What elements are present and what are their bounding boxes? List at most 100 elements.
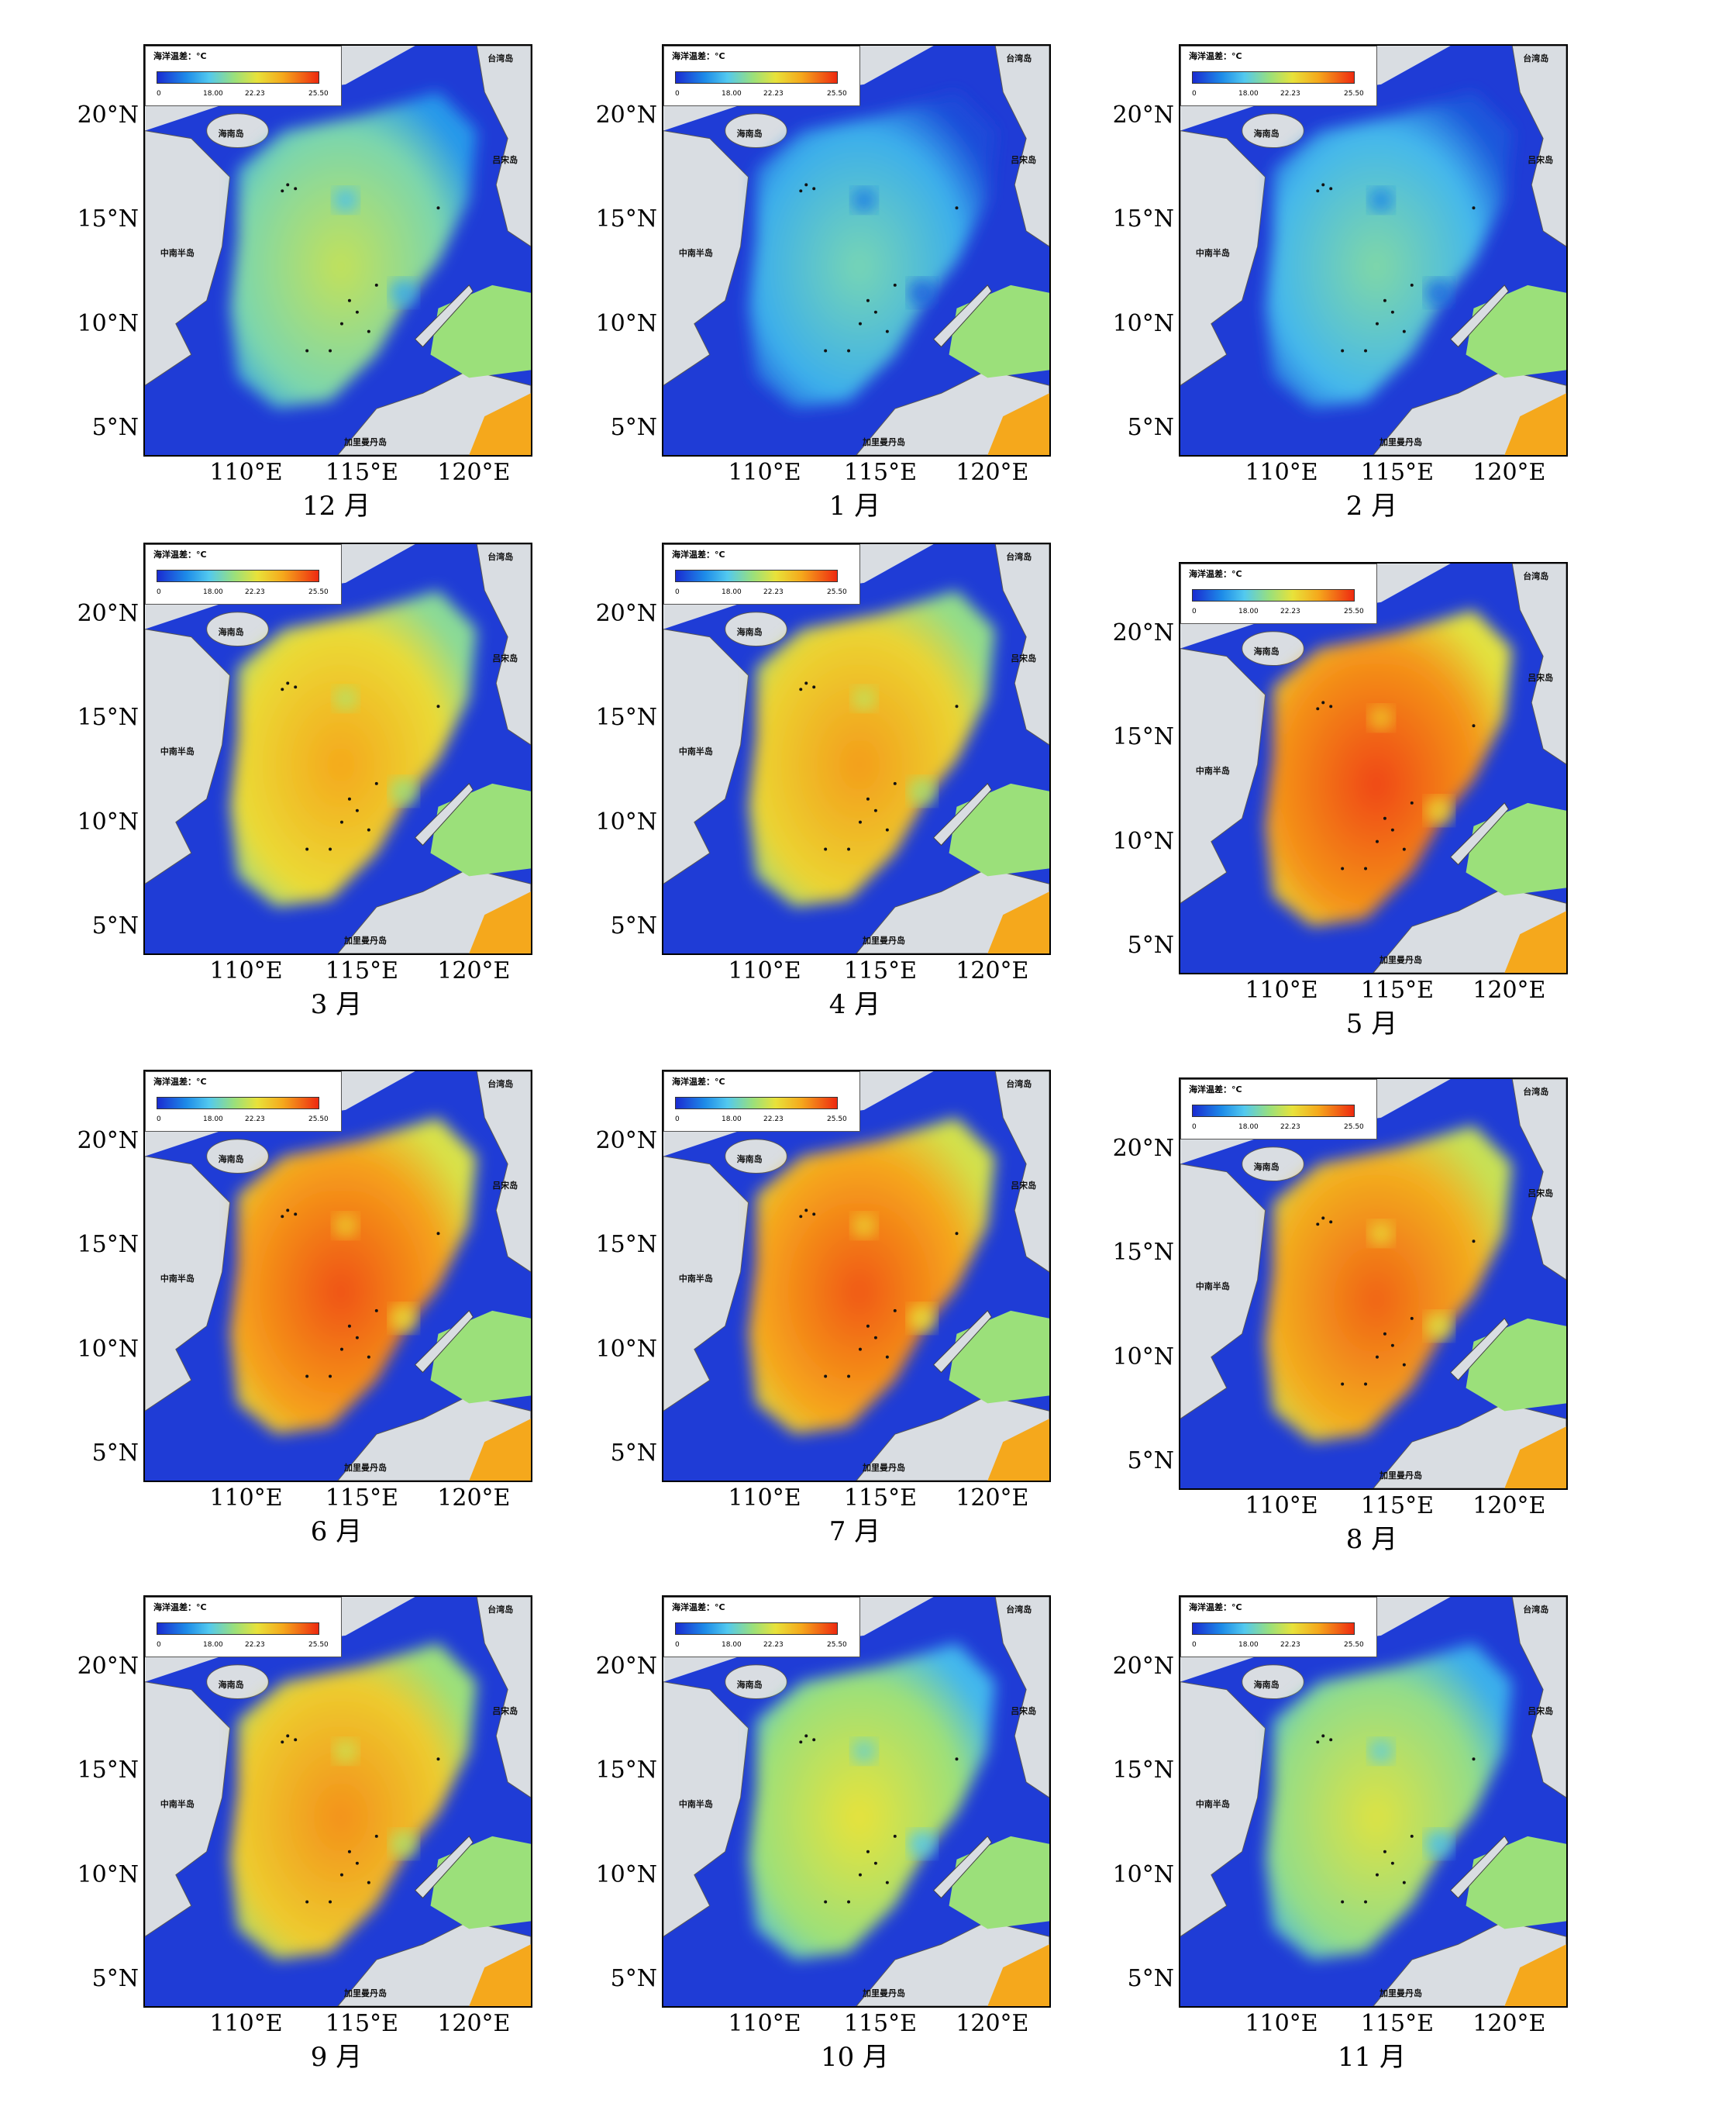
land-luzon [1511, 564, 1566, 765]
colorbar-tick-label: 22.23 [1280, 608, 1300, 615]
colorbar-tick-label: 25.50 [308, 1115, 329, 1123]
land-hainan [725, 1139, 787, 1174]
land-luzon [476, 1597, 531, 1798]
land-hainan [725, 113, 787, 149]
land-luzon [994, 544, 1049, 746]
colorbar [675, 570, 838, 582]
longitude-tick-label: 120°E [1472, 977, 1546, 1004]
place-label-indochina: 中南半岛 [160, 248, 195, 259]
place-label-taiwan: 台湾岛 [487, 551, 514, 562]
latitude-tick-label: 5°N [610, 1439, 657, 1467]
colorbar-tick-label: 0 [157, 1115, 161, 1123]
colorbar-tick-label: 25.50 [1344, 1641, 1364, 1649]
place-label-kalimantan: 加里曼丹岛 [862, 936, 905, 946]
place-label-indochina: 中南半岛 [160, 1274, 195, 1284]
land-indochina [145, 629, 231, 884]
place-label-kalimantan: 加里曼丹岛 [1379, 437, 1422, 448]
latitude-tick-label: 20°N [1112, 619, 1174, 646]
place-label-taiwan: 台湾岛 [487, 53, 514, 64]
colorbar [675, 1622, 838, 1635]
latitude-tick-label: 15°N [77, 1231, 139, 1259]
latitude-tick-label: 10°N [1112, 1860, 1174, 1888]
longitude-tick-label: 115°E [1360, 1492, 1435, 1519]
colorbar-legend: 海洋温差：°C 0 18.00 22.23 25.50 [145, 544, 342, 605]
land-hainan [1242, 1146, 1304, 1182]
latitude-tick-label: 10°N [77, 808, 139, 836]
latitude-tick-label: 5°N [1127, 932, 1174, 960]
latitude-tick-label: 5°N [1127, 1965, 1174, 1993]
colorbar-tick-label: 0 [675, 588, 680, 596]
latitude-tick-label: 10°N [595, 1335, 657, 1363]
place-label-luzon: 吕宋岛 [492, 653, 518, 664]
map-frame: 海洋温差：°C 0 18.00 22.23 25.50 海南岛 台湾岛 吕宋岛 中南半岛 加里曼丹… [662, 543, 1051, 955]
sea-temperature-map [1180, 1597, 1566, 2006]
latitude-tick-label: 20°N [77, 1652, 139, 1680]
colorbar [157, 71, 319, 84]
longitude-tick-label: 120°E [956, 459, 1029, 486]
place-label-kalimantan: 加里曼丹岛 [343, 1988, 387, 1999]
latitude-tick-label: 15°N [595, 1757, 657, 1784]
place-label-luzon: 吕宋岛 [1011, 1181, 1037, 1191]
map-frame: 海洋温差：°C 0 18.00 22.23 25.50 海南岛 台湾岛 吕宋岛 中南半岛 加里曼丹… [143, 543, 532, 955]
sea-temperature-map [1180, 1079, 1566, 1488]
longitude-tick-label: 110°E [1245, 459, 1318, 486]
land-luzon [1511, 46, 1566, 247]
land-hainan [206, 1664, 269, 1700]
place-label-kalimantan: 加里曼丹岛 [862, 1463, 905, 1474]
colorbar [675, 1097, 838, 1109]
sea-temperature-map [663, 544, 1049, 953]
land-hainan [206, 1139, 269, 1174]
longitude-tick-label: 110°E [1245, 2010, 1318, 2037]
longitude-tick-label: 115°E [843, 459, 918, 486]
longitude-tick-label: 120°E [1472, 1492, 1546, 1519]
latitude-tick-label: 10°N [1112, 309, 1174, 337]
longitude-tick-label: 115°E [325, 459, 399, 486]
colorbar-tick-label: 0 [675, 1115, 680, 1123]
place-label-luzon: 吕宋岛 [1528, 1706, 1554, 1717]
month-caption: 2 月 [1345, 491, 1398, 522]
month-caption: 1 月 [828, 491, 881, 522]
map-frame: 海洋温差：°C 0 18.00 22.23 25.50 海南岛 台湾岛 吕宋岛 中南半岛 加里曼丹… [1179, 1595, 1568, 2008]
colorbar-tick-label: 18.00 [722, 90, 742, 98]
month-caption: 10 月 [820, 2042, 890, 2073]
land-indochina [1180, 1681, 1266, 1937]
land-luzon [994, 46, 1049, 247]
colorbar-tick-label: 18.00 [203, 588, 223, 596]
land-indochina [663, 1681, 749, 1937]
place-label-kalimantan: 加里曼丹岛 [862, 437, 905, 448]
place-label-kalimantan: 加里曼丹岛 [1379, 1470, 1422, 1481]
latitude-tick-label: 15°N [1112, 1757, 1174, 1784]
map-frame: 海洋温差：°C 0 18.00 22.23 25.50 海南岛 台湾岛 吕宋岛 中南半岛 加里曼丹… [662, 44, 1051, 457]
map-frame: 海洋温差：°C 0 18.00 22.23 25.50 海南岛 台湾岛 吕宋岛 中南半岛 加里曼丹… [662, 1070, 1051, 1482]
latitude-tick-label: 10°N [595, 1860, 657, 1888]
longitude-tick-label: 115°E [843, 957, 918, 984]
place-label-luzon: 吕宋岛 [492, 1181, 518, 1191]
land-luzon [476, 544, 531, 746]
place-label-indochina: 中南半岛 [1195, 1281, 1230, 1292]
legend-title: 海洋温差：°C [672, 1077, 725, 1087]
colorbar-tick-label: 25.50 [827, 588, 847, 596]
colorbar-tick-label: 22.23 [1280, 90, 1300, 98]
place-label-indochina: 中南半岛 [678, 1274, 713, 1284]
colorbar-tick-label: 0 [157, 588, 161, 596]
sea-temperature-map [1180, 46, 1566, 455]
latitude-tick-label: 15°N [77, 704, 139, 732]
colorbar-tick-label: 25.50 [308, 90, 329, 98]
legend-title: 海洋温差：°C [672, 51, 725, 61]
colorbar [157, 1097, 319, 1109]
colorbar [1192, 71, 1355, 84]
colorbar-tick-label: 18.00 [722, 1641, 742, 1649]
colorbar-tick-label: 0 [1192, 1123, 1197, 1131]
place-label-hainan: 海南岛 [736, 1153, 763, 1164]
place-label-taiwan: 台湾岛 [1006, 1078, 1032, 1089]
latitude-tick-label: 20°N [1112, 1134, 1174, 1162]
latitude-tick-label: 5°N [610, 1965, 657, 1993]
legend-title: 海洋温差：°C [672, 550, 725, 560]
colorbar-tick-label: 25.50 [827, 90, 847, 98]
longitude-tick-label: 120°E [437, 459, 511, 486]
land-luzon [1511, 1079, 1566, 1281]
colorbar [1192, 1622, 1355, 1635]
longitude-tick-label: 115°E [1360, 459, 1435, 486]
sea-temperature-map [1180, 564, 1566, 973]
place-label-hainan: 海南岛 [1253, 1679, 1280, 1690]
